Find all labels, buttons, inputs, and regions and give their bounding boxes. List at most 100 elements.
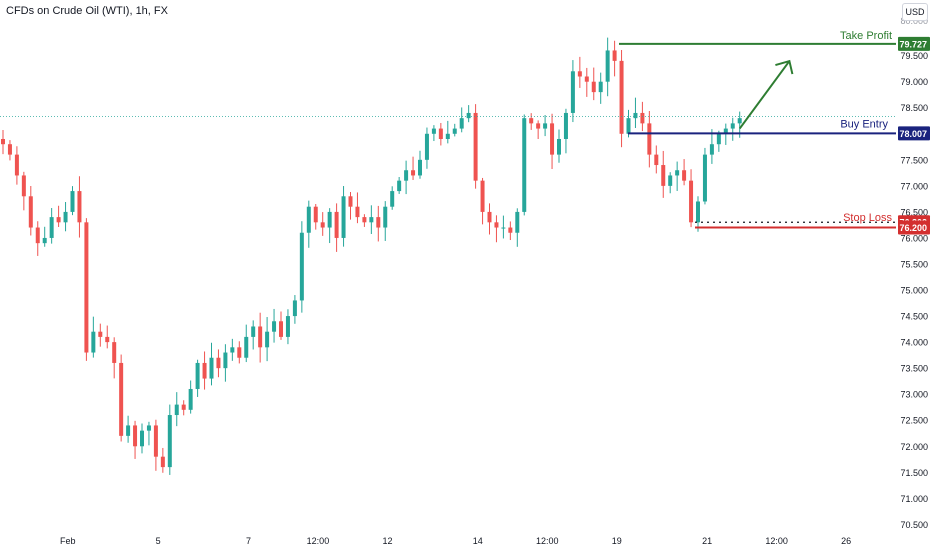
time-axis: Feb 5 7 12:00 12 14 12:00 19 21 12:00 26 xyxy=(60,536,851,546)
candle-body xyxy=(105,336,110,343)
candle-body xyxy=(661,165,666,186)
candle-body xyxy=(188,388,193,410)
candle-body xyxy=(84,222,89,353)
candle-body xyxy=(536,123,541,129)
overlays-layer: Take Profit Buy Entry Stop Loss xyxy=(0,30,896,229)
price-tick-label: 79.500 xyxy=(900,51,928,61)
take-profit-price-tag-box xyxy=(898,36,930,51)
candle-body xyxy=(570,71,575,113)
candle-body xyxy=(63,211,68,223)
target-arrow-shaft xyxy=(738,60,791,130)
candle-body xyxy=(668,175,673,186)
time-tick-label: 12:00 xyxy=(307,536,330,546)
candle-body xyxy=(424,133,429,160)
candle-body xyxy=(112,342,117,363)
candle-body xyxy=(133,425,138,447)
candle-body xyxy=(445,133,450,139)
take-profit-price-tag: 79.727 xyxy=(899,39,927,49)
candle-body xyxy=(675,170,680,176)
candle-body xyxy=(126,425,131,436)
price-tick-label: 72.000 xyxy=(900,442,928,452)
candle-body xyxy=(334,211,339,238)
time-tick-label: 26 xyxy=(841,536,851,546)
price-tick-label: 74.000 xyxy=(900,338,928,348)
candle-body xyxy=(279,321,283,337)
candle-body xyxy=(272,321,277,332)
symbol-title: CFDs on Crude Oil (WTI), 1h, FX xyxy=(6,5,168,17)
stop-loss-price-tag-box xyxy=(898,220,930,235)
candle-body xyxy=(459,118,464,129)
candle-body xyxy=(258,326,263,348)
price-tick-label: 73.000 xyxy=(900,390,928,400)
time-tick-label: 19 xyxy=(612,536,622,546)
price-tick-label: 71.000 xyxy=(900,494,928,504)
candle-body xyxy=(605,50,610,82)
time-tick-label: 21 xyxy=(702,536,712,546)
candle-body xyxy=(633,112,638,119)
candle-body xyxy=(140,430,144,447)
candle-body xyxy=(640,112,645,124)
candle-body xyxy=(369,217,374,223)
candle-body xyxy=(647,123,652,155)
candle-body xyxy=(557,138,561,155)
candle-body xyxy=(501,227,506,229)
candle-body xyxy=(28,196,33,228)
candle-body xyxy=(341,196,346,238)
candle-body xyxy=(418,159,422,176)
candle-body xyxy=(320,222,325,228)
candle-body xyxy=(362,217,367,223)
price-tick-label: 79.000 xyxy=(900,77,928,87)
candle-body xyxy=(209,357,214,379)
candle-body xyxy=(619,60,624,134)
candle-body xyxy=(612,50,617,61)
candle-body xyxy=(682,170,687,181)
time-tick-label: Feb xyxy=(60,536,76,546)
candle-body xyxy=(654,154,659,166)
price-tick-label: 77.000 xyxy=(900,181,928,191)
time-tick-label: 5 xyxy=(156,536,161,546)
candle-body xyxy=(390,191,395,207)
candle-body xyxy=(1,138,5,145)
candle-body xyxy=(49,217,54,238)
candle-body xyxy=(563,112,568,139)
candle-body xyxy=(550,123,555,155)
candle-body xyxy=(577,71,582,77)
candle-body xyxy=(508,227,513,233)
candle-body xyxy=(167,415,172,468)
candle-body xyxy=(195,362,200,389)
candle-body xyxy=(730,123,735,129)
candle-body xyxy=(230,347,235,353)
candle-body xyxy=(376,217,381,228)
candle-body xyxy=(216,357,221,369)
target-arrow-head xyxy=(775,59,794,75)
currency-button[interactable]: USD xyxy=(902,3,928,21)
price-tick-label: 78.500 xyxy=(900,103,928,113)
buy-entry-price-tag: 78.007 xyxy=(899,129,927,139)
candle-body xyxy=(313,206,318,223)
candle-body xyxy=(480,180,485,212)
candle-body xyxy=(202,362,207,379)
candle-body xyxy=(709,144,714,155)
buy-entry-label: Buy Entry xyxy=(840,118,888,130)
price-axis-background xyxy=(896,0,932,550)
candle-body xyxy=(119,362,124,436)
candle-body xyxy=(160,456,165,468)
buy-entry-price-tag-box xyxy=(898,126,930,141)
candle-body xyxy=(146,425,151,431)
price-tick-label: 72.500 xyxy=(900,416,928,426)
candle-body xyxy=(626,118,631,134)
price-tick-label: 77.500 xyxy=(900,155,928,165)
candle-body xyxy=(473,112,478,181)
candle-body xyxy=(702,154,707,202)
candle-body xyxy=(251,326,256,337)
candle-body xyxy=(494,222,499,228)
stop-loss-label: Stop Loss xyxy=(843,212,892,224)
candle-body xyxy=(153,425,158,457)
candle-body xyxy=(584,76,589,82)
candle-body xyxy=(529,118,534,124)
price-tick-label: 75.500 xyxy=(900,259,928,269)
candle-body xyxy=(487,211,492,223)
candle-body xyxy=(397,180,402,192)
stop-loss-price-tag: 76.200 xyxy=(899,223,927,233)
